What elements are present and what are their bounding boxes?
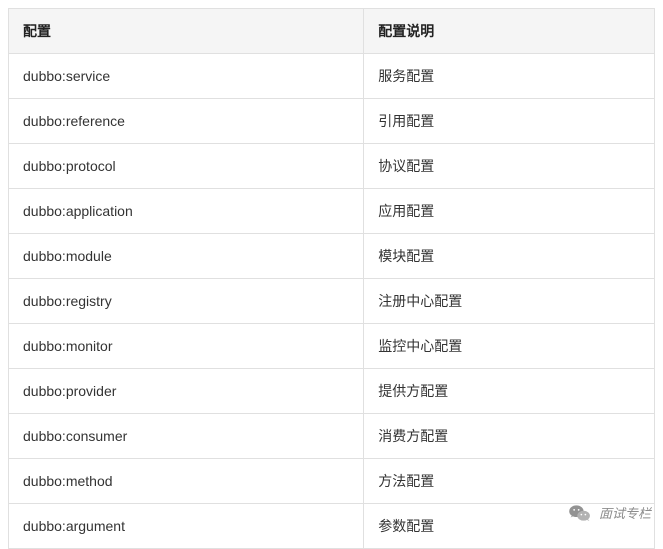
cell-config: dubbo:registry	[9, 279, 364, 324]
table-row: dubbo:module 模块配置	[9, 234, 655, 279]
cell-config: dubbo:protocol	[9, 144, 364, 189]
table-row: dubbo:provider 提供方配置	[9, 369, 655, 414]
table-row: dubbo:argument 参数配置	[9, 504, 655, 549]
table-row: dubbo:consumer 消费方配置	[9, 414, 655, 459]
cell-config: dubbo:consumer	[9, 414, 364, 459]
cell-config: dubbo:reference	[9, 99, 364, 144]
cell-desc: 监控中心配置	[364, 324, 655, 369]
config-table: 配置 配置说明 dubbo:service 服务配置 dubbo:referen…	[8, 8, 655, 549]
cell-config: dubbo:application	[9, 189, 364, 234]
table-row: dubbo:application 应用配置	[9, 189, 655, 234]
cell-desc: 模块配置	[364, 234, 655, 279]
table-row: dubbo:reference 引用配置	[9, 99, 655, 144]
watermark-text: 面试专栏	[599, 503, 651, 522]
table-row: dubbo:monitor 监控中心配置	[9, 324, 655, 369]
cell-config: dubbo:service	[9, 54, 364, 99]
table-row: dubbo:service 服务配置	[9, 54, 655, 99]
cell-desc: 消费方配置	[364, 414, 655, 459]
cell-config: dubbo:monitor	[9, 324, 364, 369]
table-row: dubbo:protocol 协议配置	[9, 144, 655, 189]
watermark: 面试专栏	[569, 503, 651, 522]
cell-desc: 提供方配置	[364, 369, 655, 414]
wechat-icon	[569, 504, 591, 522]
cell-config: dubbo:module	[9, 234, 364, 279]
column-header-config: 配置	[9, 9, 364, 54]
cell-config: dubbo:provider	[9, 369, 364, 414]
cell-desc: 应用配置	[364, 189, 655, 234]
cell-desc: 注册中心配置	[364, 279, 655, 324]
table-row: dubbo:registry 注册中心配置	[9, 279, 655, 324]
cell-config: dubbo:method	[9, 459, 364, 504]
cell-desc: 协议配置	[364, 144, 655, 189]
cell-desc: 引用配置	[364, 99, 655, 144]
cell-config: dubbo:argument	[9, 504, 364, 549]
cell-desc: 服务配置	[364, 54, 655, 99]
cell-desc: 方法配置	[364, 459, 655, 504]
table-row: dubbo:method 方法配置	[9, 459, 655, 504]
table-header-row: 配置 配置说明	[9, 9, 655, 54]
column-header-desc: 配置说明	[364, 9, 655, 54]
